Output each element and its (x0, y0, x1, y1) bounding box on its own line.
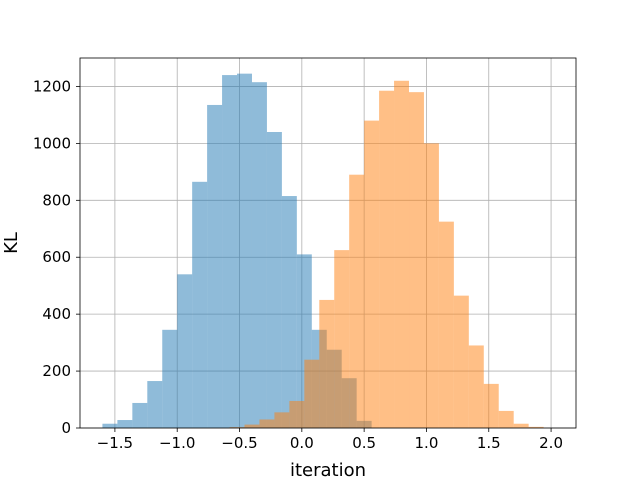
y-tick-label: 0 (61, 419, 71, 437)
y-tick-label: 1000 (33, 134, 71, 152)
histogram-bar (334, 250, 350, 428)
histogram-bar (319, 299, 335, 428)
histogram-bars (102, 73, 544, 429)
y-tick-label: 400 (42, 305, 71, 323)
histogram-bar (364, 120, 380, 428)
plot-frame (79, 57, 577, 429)
histogram-bar (409, 92, 424, 429)
histogram-bar (266, 132, 282, 428)
histogram-bar (483, 383, 499, 428)
x-tick-label: 0.0 (290, 434, 314, 452)
histogram-bar (222, 75, 238, 429)
x-axis-label: iteration (290, 460, 366, 480)
histogram-bar (192, 181, 208, 428)
histogram-bar (237, 73, 252, 429)
histogram-bar (229, 427, 245, 428)
x-tick-label: 1.0 (415, 434, 439, 452)
histogram-bar (423, 143, 439, 428)
histogram-bar (528, 426, 544, 428)
histogram-bar (117, 420, 133, 428)
x-tick-label: −1.0 (159, 434, 195, 452)
histogram-bar (244, 424, 260, 428)
histogram-bar (498, 410, 514, 428)
histogram-bar (274, 412, 290, 428)
histogram-bar (162, 329, 178, 428)
x-tick-label: 0.5 (352, 434, 376, 452)
histogram-bar (394, 80, 410, 429)
histogram-bar (289, 400, 305, 428)
histogram-bar (281, 196, 297, 428)
histogram-bar (453, 295, 469, 428)
histogram-bar (349, 174, 365, 428)
histogram-bar (438, 221, 454, 428)
x-tick-label: −1.5 (97, 434, 133, 452)
histogram-bar (259, 419, 275, 428)
y-tick-label: 800 (42, 191, 71, 209)
histogram-bar (513, 423, 529, 428)
histogram-bar (132, 402, 148, 428)
histogram-bar (251, 82, 267, 428)
histogram-bar (379, 90, 395, 428)
histogram-bar (304, 359, 320, 428)
y-axis-label: KL (1, 232, 22, 254)
histogram-bar (177, 274, 193, 428)
y-tick-label: 600 (42, 248, 71, 266)
histogram-bar (468, 345, 484, 428)
histogram-bar (147, 381, 163, 428)
x-tick-label: 1.5 (477, 434, 501, 452)
axis-ticks: −1.5 −1.0 −0.5 0.0 0.5 1.0 1.5 2.0 0 200 400 600 800… (33, 77, 563, 452)
histogram-bar (102, 423, 118, 428)
x-tick-label: 2.0 (539, 434, 563, 452)
histogram-bar (207, 104, 223, 428)
y-tick-label: 200 (42, 362, 71, 380)
x-tick-label: −0.5 (221, 434, 257, 452)
y-tick-label: 1200 (33, 77, 71, 95)
